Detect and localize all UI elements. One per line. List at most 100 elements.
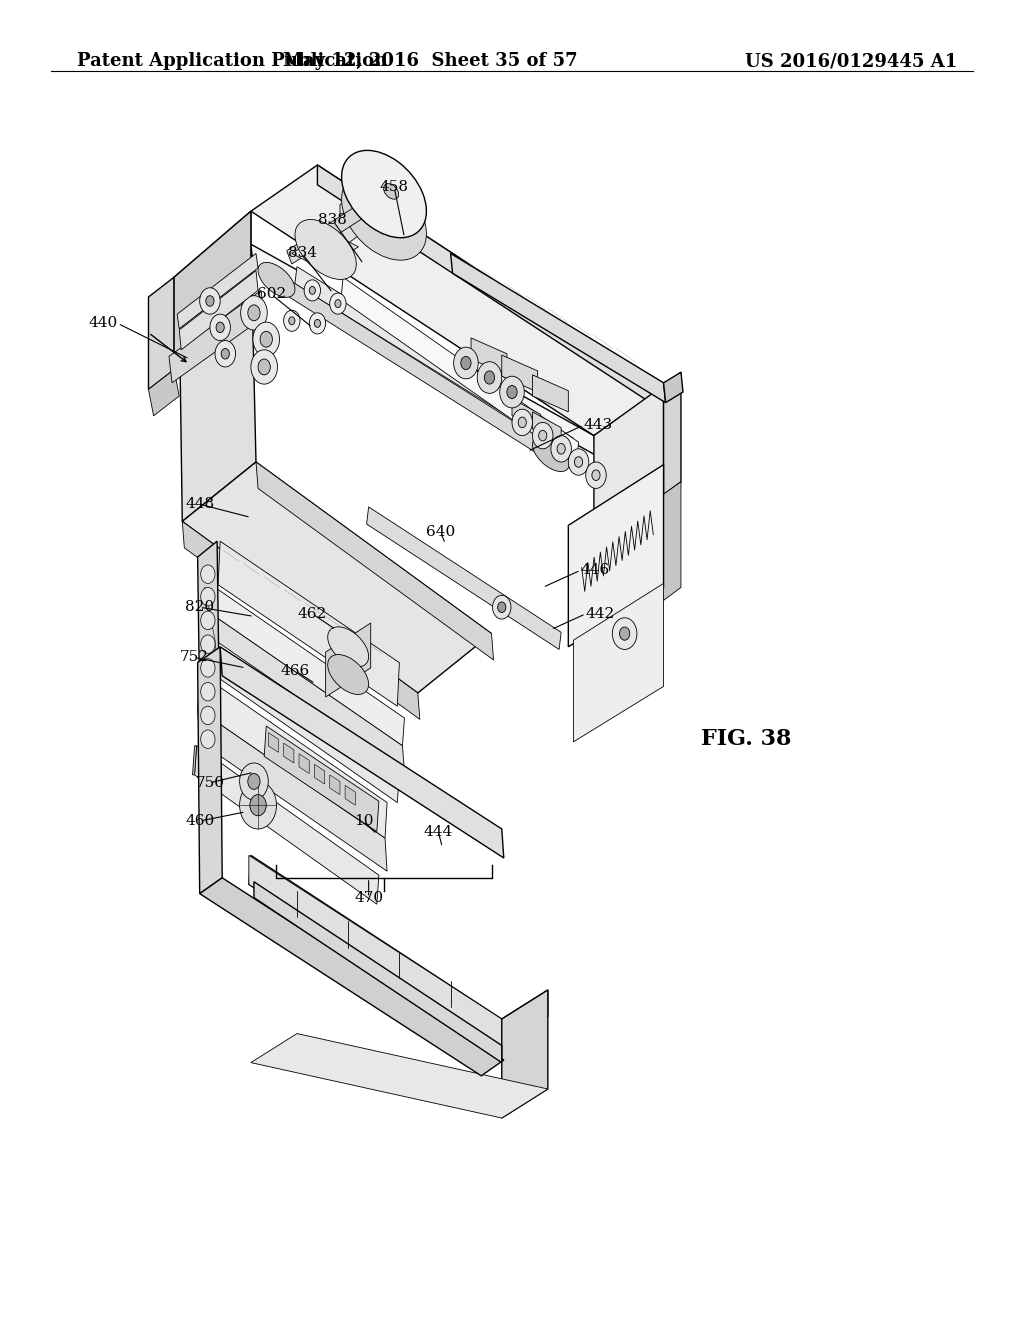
Text: 834: 834 <box>288 247 316 260</box>
Text: 458: 458 <box>380 181 409 194</box>
Polygon shape <box>341 277 579 465</box>
Polygon shape <box>345 785 355 805</box>
Polygon shape <box>251 1034 548 1118</box>
Polygon shape <box>220 647 504 858</box>
Text: 443: 443 <box>584 418 612 432</box>
Ellipse shape <box>309 313 326 334</box>
Text: 462: 462 <box>298 607 327 620</box>
Polygon shape <box>213 615 404 771</box>
Polygon shape <box>182 521 420 719</box>
Polygon shape <box>299 754 309 774</box>
Ellipse shape <box>201 682 215 701</box>
Polygon shape <box>532 412 561 445</box>
Polygon shape <box>179 271 258 350</box>
Polygon shape <box>664 372 681 495</box>
Ellipse shape <box>532 422 553 449</box>
Polygon shape <box>274 272 553 462</box>
Ellipse shape <box>330 293 346 314</box>
Ellipse shape <box>384 183 398 199</box>
Ellipse shape <box>200 288 220 314</box>
Ellipse shape <box>500 376 524 408</box>
Polygon shape <box>268 733 279 752</box>
Ellipse shape <box>518 417 526 428</box>
Polygon shape <box>502 355 538 392</box>
Ellipse shape <box>240 781 276 829</box>
Ellipse shape <box>289 317 295 325</box>
Ellipse shape <box>201 565 215 583</box>
Text: 10: 10 <box>353 814 374 828</box>
Polygon shape <box>594 482 681 545</box>
Polygon shape <box>264 726 379 832</box>
Text: May 12, 2016  Sheet 35 of 57: May 12, 2016 Sheet 35 of 57 <box>283 53 578 70</box>
Polygon shape <box>182 462 492 693</box>
Ellipse shape <box>512 409 532 436</box>
Ellipse shape <box>574 457 583 467</box>
Ellipse shape <box>253 322 280 356</box>
Text: Patent Application Publication: Patent Application Publication <box>77 53 387 70</box>
Ellipse shape <box>461 356 471 370</box>
Polygon shape <box>317 165 660 409</box>
Ellipse shape <box>201 706 215 725</box>
Ellipse shape <box>251 350 278 384</box>
Ellipse shape <box>201 730 215 748</box>
Ellipse shape <box>586 462 606 488</box>
Polygon shape <box>174 211 251 370</box>
Ellipse shape <box>532 437 569 471</box>
Ellipse shape <box>201 659 215 677</box>
Ellipse shape <box>314 319 321 327</box>
Ellipse shape <box>620 627 630 640</box>
Ellipse shape <box>206 296 214 306</box>
Text: 838: 838 <box>318 214 347 227</box>
Ellipse shape <box>507 385 517 399</box>
Polygon shape <box>148 370 179 416</box>
Polygon shape <box>594 532 610 653</box>
Polygon shape <box>594 385 664 545</box>
Polygon shape <box>287 205 364 264</box>
Polygon shape <box>179 244 256 521</box>
Ellipse shape <box>477 362 502 393</box>
Polygon shape <box>251 165 660 436</box>
Text: 448: 448 <box>185 498 214 511</box>
Ellipse shape <box>216 322 224 333</box>
Ellipse shape <box>248 305 260 321</box>
Ellipse shape <box>328 627 369 667</box>
Ellipse shape <box>557 444 565 454</box>
Ellipse shape <box>335 300 341 308</box>
Ellipse shape <box>201 587 215 606</box>
Polygon shape <box>573 583 664 742</box>
Ellipse shape <box>258 359 270 375</box>
Polygon shape <box>198 709 387 871</box>
Ellipse shape <box>248 774 260 789</box>
Ellipse shape <box>215 341 236 367</box>
Polygon shape <box>213 587 404 746</box>
Ellipse shape <box>592 470 600 480</box>
Polygon shape <box>502 990 548 1118</box>
Ellipse shape <box>484 371 495 384</box>
Text: 440: 440 <box>88 317 118 330</box>
Polygon shape <box>664 372 683 403</box>
Polygon shape <box>148 277 174 389</box>
Ellipse shape <box>295 219 356 280</box>
Text: 470: 470 <box>354 891 383 904</box>
Ellipse shape <box>342 150 426 238</box>
Polygon shape <box>295 267 573 455</box>
Polygon shape <box>169 290 264 383</box>
Polygon shape <box>532 375 568 412</box>
Ellipse shape <box>284 310 300 331</box>
Ellipse shape <box>328 655 369 694</box>
Text: 640: 640 <box>426 525 455 539</box>
Polygon shape <box>284 743 294 763</box>
Polygon shape <box>210 644 399 803</box>
Polygon shape <box>326 623 371 697</box>
Polygon shape <box>451 253 666 403</box>
Polygon shape <box>195 746 379 904</box>
Polygon shape <box>471 338 507 375</box>
Text: 466: 466 <box>281 664 309 677</box>
Ellipse shape <box>258 263 295 297</box>
Ellipse shape <box>568 449 589 475</box>
Polygon shape <box>292 231 358 269</box>
Polygon shape <box>254 882 502 1063</box>
Polygon shape <box>174 211 251 310</box>
Text: 752: 752 <box>180 651 209 664</box>
Polygon shape <box>249 855 502 1047</box>
